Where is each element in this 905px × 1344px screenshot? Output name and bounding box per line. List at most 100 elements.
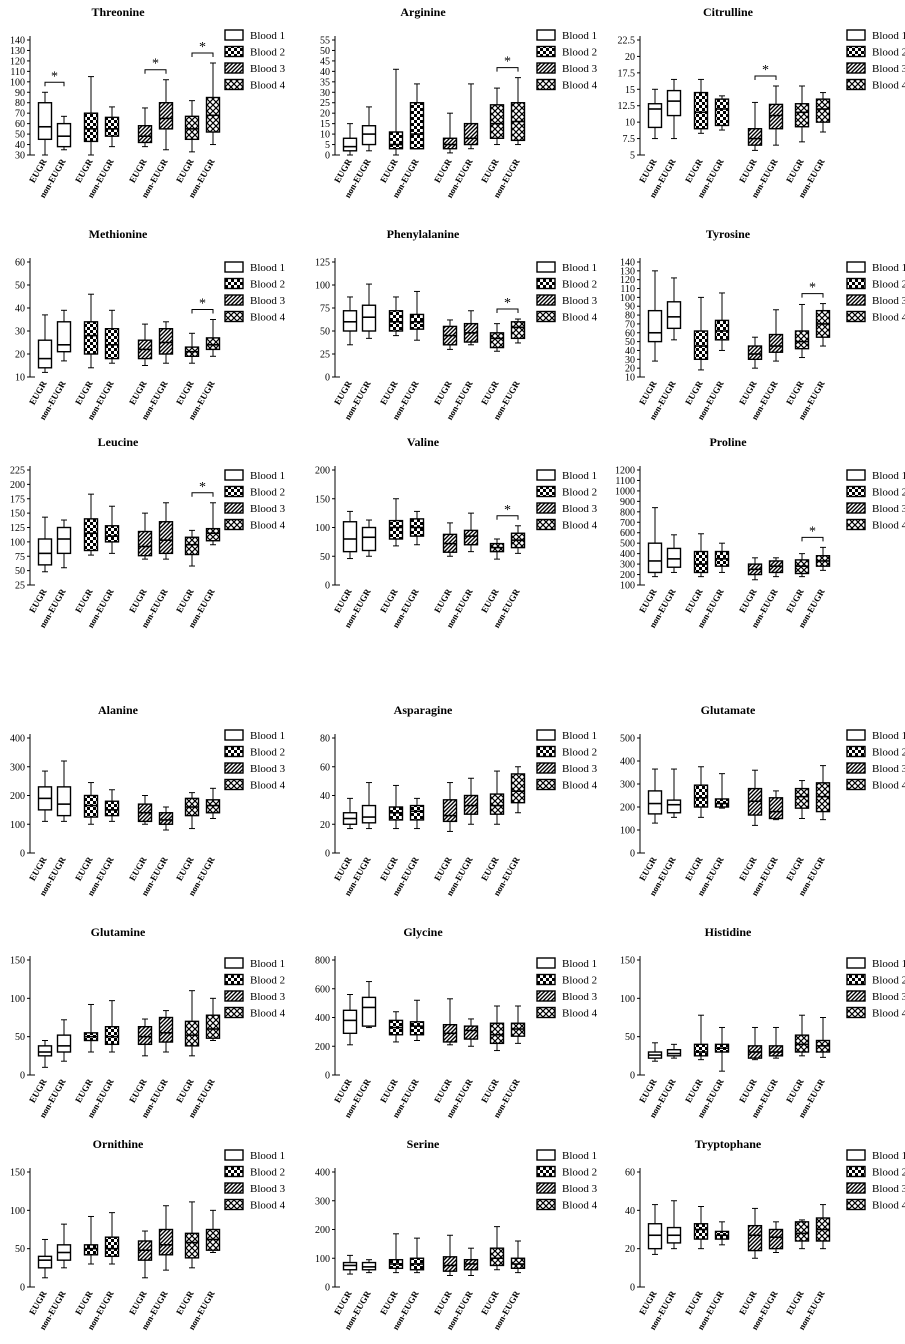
legend-label: Blood 2 xyxy=(872,279,905,291)
box-eugr-blood-3: EUGR xyxy=(432,999,456,1105)
y-tick-label: 45 xyxy=(320,56,330,67)
box-non-eugr-blood-1: non-EUGR xyxy=(37,520,70,630)
legend-swatch-blood-2 xyxy=(847,975,865,985)
box-eugr-blood-4: EUGR xyxy=(479,324,503,407)
legend-label: Blood 4 xyxy=(872,312,905,324)
legend-swatch-blood-4 xyxy=(537,80,555,90)
legend-label: Blood 3 xyxy=(872,63,905,75)
legend-swatch-blood-1 xyxy=(225,958,243,968)
chart-title: Valine xyxy=(407,435,440,449)
legend-swatch-blood-1 xyxy=(847,730,865,740)
legend-label: Blood 2 xyxy=(250,487,285,499)
legend-label: Blood 1 xyxy=(872,958,905,970)
box-iqr xyxy=(344,1010,357,1033)
chart-title: Glycine xyxy=(403,925,443,939)
legend-label: Blood 2 xyxy=(250,975,285,987)
legend-swatch-blood-1 xyxy=(847,470,865,480)
x-tick-label: EUGR xyxy=(174,379,196,407)
y-tick-label: 200 xyxy=(315,1225,330,1236)
box-non-eugr-blood-3: non-EUGR xyxy=(139,1206,172,1332)
legend-swatch-blood-3 xyxy=(537,763,555,773)
panel-threonine: Threonine30405060708090100110120130140EU… xyxy=(10,5,286,200)
y-tick-label: 30 xyxy=(320,88,330,99)
box-eugr-blood-1: EUGR xyxy=(637,769,661,882)
box-iqr xyxy=(695,1224,708,1239)
y-tick-label: 150 xyxy=(315,494,330,505)
legend-swatch-blood-3 xyxy=(225,1183,243,1193)
panel-proline: Proline100200300400500600700800900100011… xyxy=(615,435,905,630)
box-iqr xyxy=(160,329,173,354)
box-eugr-blood-1: EUGR xyxy=(27,1239,51,1316)
box-eugr-blood-2: EUGR xyxy=(73,77,97,185)
box-iqr xyxy=(749,129,762,145)
y-tick-label: 100 xyxy=(315,523,330,534)
chart-title: Citrulline xyxy=(703,5,754,19)
panel-tyrosine: Tyrosine10203040506070809010011012013014… xyxy=(620,227,905,422)
box-iqr xyxy=(444,1257,457,1271)
legend-swatch-blood-3 xyxy=(847,991,865,1001)
box-iqr xyxy=(649,791,662,814)
x-tick-label: EUGR xyxy=(479,1077,501,1105)
box-iqr xyxy=(139,1027,152,1045)
y-tick-label: 15 xyxy=(320,119,330,130)
legend-label: Blood 3 xyxy=(562,63,598,75)
box-eugr-blood-4: EUGR xyxy=(784,1220,808,1317)
box-iqr xyxy=(39,103,52,140)
y-tick-label: 80 xyxy=(15,98,25,109)
legend-swatch-blood-3 xyxy=(225,763,243,773)
y-tick-label: 75 xyxy=(320,304,330,315)
box-non-eugr-blood-1: non-EUGR xyxy=(342,107,375,200)
x-tick-label: EUGR xyxy=(784,1077,806,1105)
y-tick-label: 800 xyxy=(315,956,330,967)
legend-swatch-blood-2 xyxy=(225,1167,243,1177)
box-iqr xyxy=(106,117,119,136)
box-iqr xyxy=(186,116,199,139)
legend-label: Blood 3 xyxy=(872,503,905,515)
y-tick-label: 700 xyxy=(620,518,635,529)
y-tick-label: 50 xyxy=(15,281,25,292)
legend-swatch-blood-2 xyxy=(225,47,243,57)
box-iqr xyxy=(465,1026,478,1039)
box-eugr-blood-2: EUGR xyxy=(378,297,402,407)
y-tick-label: 0 xyxy=(20,1283,25,1294)
box-eugr-blood-4: EUGR xyxy=(174,333,198,406)
y-tick-label: 100 xyxy=(10,1206,25,1217)
box-eugr-blood-4: EUGR xyxy=(174,991,198,1105)
legend-label: Blood 4 xyxy=(872,1008,905,1020)
box-eugr-blood-1: EUGR xyxy=(637,1205,661,1317)
box-eugr-blood-4: EUGR xyxy=(784,304,808,406)
x-tick-label: EUGR xyxy=(479,157,501,185)
chart-title: Ornithine xyxy=(93,1137,144,1151)
box-non-eugr-blood-4: non-EUGR xyxy=(186,998,219,1119)
legend-swatch-blood-4 xyxy=(537,780,555,790)
box-iqr xyxy=(491,105,504,138)
box-eugr-blood-4: EUGR xyxy=(174,793,198,883)
legend-swatch-blood-2 xyxy=(537,1167,555,1177)
box-iqr xyxy=(512,322,525,339)
legend-swatch-blood-3 xyxy=(537,991,555,1001)
x-tick-label: EUGR xyxy=(73,1289,95,1317)
y-tick-label: 0 xyxy=(325,151,330,162)
box-eugr-blood-1: EUGR xyxy=(27,771,51,882)
y-tick-label: 0 xyxy=(630,849,635,860)
x-tick-label: EUGR xyxy=(683,855,705,883)
y-tick-label: 50 xyxy=(625,1032,635,1043)
box-iqr xyxy=(363,305,376,331)
y-tick-label: 100 xyxy=(620,826,635,837)
significance-marker: * xyxy=(192,297,213,314)
significance-star: * xyxy=(199,480,206,495)
box-iqr xyxy=(85,1245,98,1255)
y-tick-label: 125 xyxy=(315,258,330,269)
legend-label: Blood 3 xyxy=(562,503,598,515)
box-iqr xyxy=(695,785,708,807)
significance-marker: * xyxy=(45,69,64,86)
y-tick-label: 15 xyxy=(625,85,635,96)
legend-label: Blood 2 xyxy=(872,487,905,499)
box-eugr-blood-1: EUGR xyxy=(637,271,661,407)
legend-swatch-blood-2 xyxy=(847,747,865,757)
box-iqr xyxy=(160,103,173,129)
